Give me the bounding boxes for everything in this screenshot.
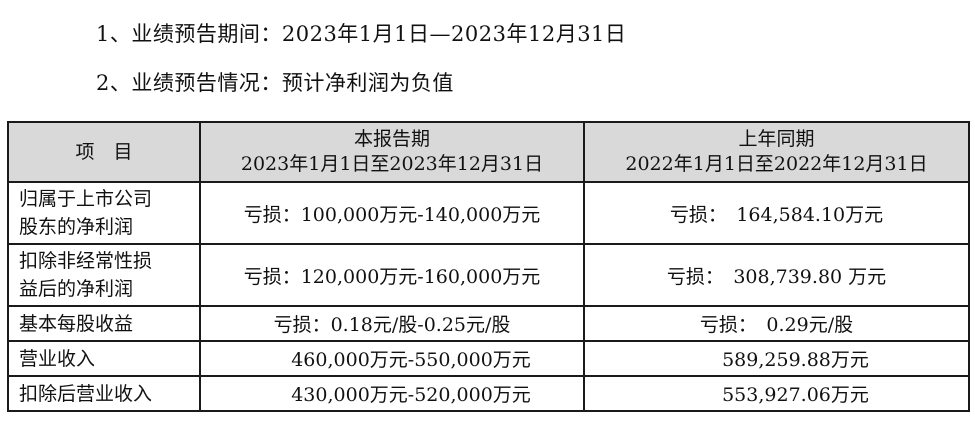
forecast-period-line: 1、业绩预告期间：2023年1月1日—2023年12月31日 (96, 22, 627, 46)
row-label-deducted-net-profit: 扣除非经常性损 益后的净利润 (7, 243, 201, 307)
table-row: 营业收入 460,000万元-550,000万元 589,259.88万元 (7, 340, 970, 377)
table-row: 扣除后营业收入 430,000万元-520,000万元 553,927.06万元 (7, 375, 970, 412)
table-header-row: 项 目 本报告期 2023年1月1日至2023年12月31日 上年同期 2022… (7, 121, 970, 183)
prior-value: 589,259.88万元 (583, 340, 970, 377)
row-label-line: 扣除非经常性损 (19, 250, 153, 272)
current-value: 亏损：0.18元/股-0.25元/股 (199, 305, 585, 342)
performance-forecast-table: 项 目 本报告期 2023年1月1日至2023年12月31日 上年同期 2022… (7, 121, 970, 412)
header-current-title: 本报告期 (353, 128, 430, 150)
header-prior-title: 上年同期 (738, 128, 815, 150)
table-row: 基本每股收益 亏损：0.18元/股-0.25元/股 亏损： 0.29元/股 (7, 305, 970, 342)
row-label-line: 扣除后营业收入 (19, 382, 153, 405)
row-label-line: 营业收入 (19, 347, 96, 370)
current-value: 430,000万元-520,000万元 (199, 375, 585, 412)
prior-value: 亏损： 164,584.10万元 (583, 181, 970, 245)
header-item: 项 目 (7, 121, 201, 183)
header-item-label: 项 目 (75, 140, 133, 163)
current-value: 460,000万元-550,000万元 (199, 340, 585, 377)
header-current-dates: 2023年1月1日至2023年12月31日 (240, 153, 544, 175)
row-label-deducted-revenue: 扣除后营业收入 (7, 375, 201, 412)
header-prior-period: 上年同期 2022年1月1日至2022年12月31日 (583, 121, 970, 183)
current-value: 亏损：120,000万元-160,000万元 (199, 243, 585, 307)
row-label-line: 基本每股收益 (19, 312, 134, 335)
prior-value: 亏损： 308,739.80 万元 (583, 243, 970, 307)
forecast-status-line: 2、业绩预告情况：预计净利润为负值 (96, 71, 454, 95)
row-label-eps: 基本每股收益 (7, 305, 201, 342)
prior-value: 553,927.06万元 (583, 375, 970, 412)
header-current-period: 本报告期 2023年1月1日至2023年12月31日 (199, 121, 585, 183)
header-prior-dates: 2022年1月1日至2022年12月31日 (625, 153, 928, 175)
row-label-net-profit: 归属于上市公司 股东的净利润 (7, 181, 201, 245)
row-label-revenue: 营业收入 (7, 340, 201, 377)
table-row: 归属于上市公司 股东的净利润 亏损：100,000万元-140,000万元 亏损… (7, 181, 970, 245)
table-row: 扣除非经常性损 益后的净利润 亏损：120,000万元-160,000万元 亏损… (7, 243, 970, 307)
row-label-line: 归属于上市公司 (19, 188, 153, 210)
row-label-line: 股东的净利润 (19, 216, 134, 238)
current-value: 亏损：100,000万元-140,000万元 (199, 181, 585, 245)
prior-value: 亏损： 0.29元/股 (583, 305, 970, 342)
row-label-line: 益后的净利润 (19, 278, 134, 300)
